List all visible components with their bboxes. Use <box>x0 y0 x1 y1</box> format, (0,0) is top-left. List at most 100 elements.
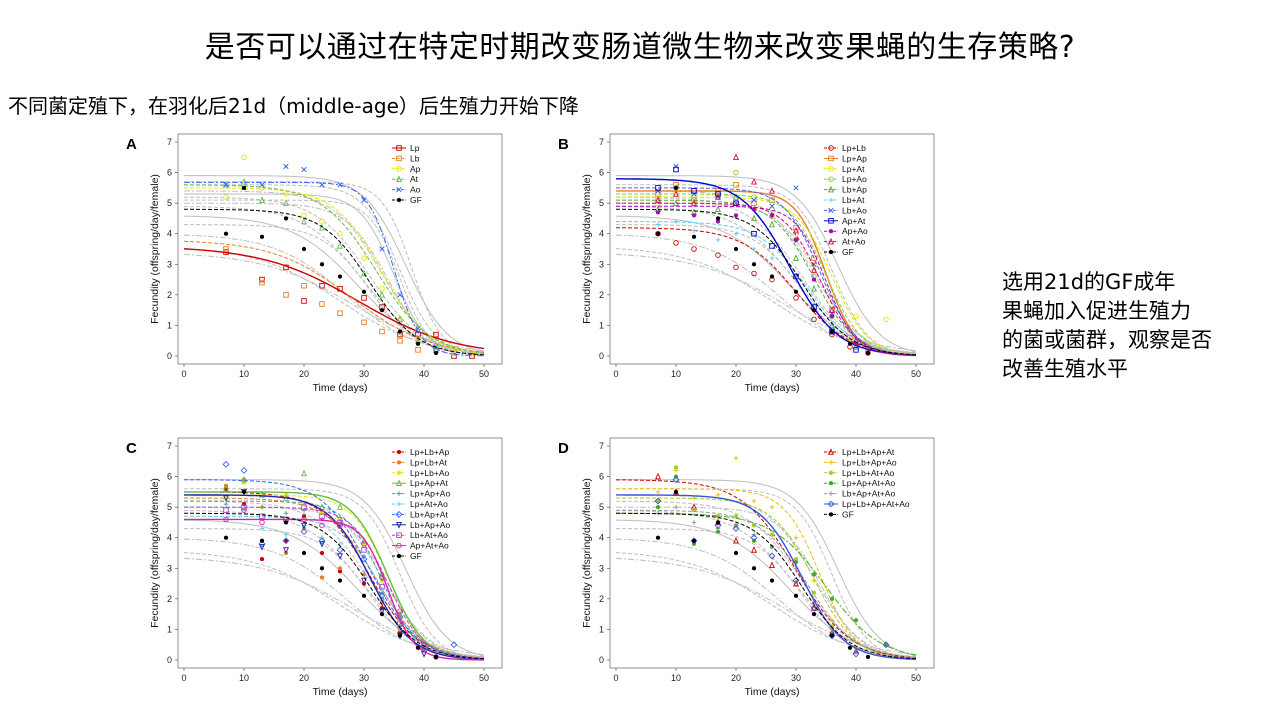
data-point <box>655 504 661 510</box>
legend-marker <box>828 155 834 162</box>
background-curve <box>184 175 485 353</box>
y-tick-label: 0 <box>599 351 604 361</box>
data-point <box>337 274 343 279</box>
data-point <box>300 528 308 536</box>
chart-panel-c: C 0 1 2 3 4 5 6 7 0 10 20 30 40 50 Time (days) Fecundity… <box>120 432 540 726</box>
data-point <box>223 507 229 513</box>
x-tick-label: 30 <box>791 369 801 379</box>
data-point <box>829 633 835 638</box>
background-curve <box>615 254 917 352</box>
y-tick-label: 6 <box>599 472 604 482</box>
data-point <box>337 578 343 583</box>
data-point <box>852 336 860 344</box>
data-point <box>241 489 247 495</box>
legend-label: Lp <box>410 143 420 153</box>
legend-marker <box>396 470 402 475</box>
data-point <box>793 593 799 598</box>
data-point <box>829 329 835 334</box>
legend-label: Lb <box>410 153 420 163</box>
data-point <box>336 553 344 560</box>
legend-marker <box>396 197 402 203</box>
y-tick-label: 6 <box>599 168 604 178</box>
data-point <box>283 520 289 525</box>
data-point <box>361 255 367 261</box>
data-point <box>258 544 266 551</box>
data-point <box>319 522 325 529</box>
data-point <box>691 538 697 543</box>
x-tick-label: 30 <box>791 673 801 683</box>
data-point <box>732 525 740 532</box>
side-note-line: 选用21d的GF成年 <box>1002 270 1176 294</box>
data-point <box>223 501 229 507</box>
data-point <box>259 556 265 562</box>
data-point <box>396 315 404 323</box>
legend-label: Lp+Ap+At <box>410 478 448 488</box>
data-point <box>715 492 721 498</box>
data-point <box>361 593 367 598</box>
legend-marker <box>396 491 402 496</box>
legend-label: Lp+Ao <box>842 174 867 184</box>
x-tick-label: 30 <box>359 369 369 379</box>
background-curve <box>183 558 485 656</box>
data-point <box>750 546 758 553</box>
data-point <box>714 193 722 200</box>
data-point <box>415 645 421 650</box>
data-point <box>853 347 859 353</box>
data-point <box>733 169 739 176</box>
legend-marker <box>395 522 403 529</box>
data-point <box>691 191 697 197</box>
y-tick-label: 7 <box>167 137 172 147</box>
data-point <box>379 611 385 617</box>
legend-marker <box>827 448 835 455</box>
data-point <box>283 163 289 170</box>
data-point <box>655 489 661 495</box>
legend-marker <box>396 155 402 162</box>
data-point <box>301 550 307 556</box>
legend-label: Lp+Lb+At <box>410 457 448 467</box>
data-point <box>378 608 386 615</box>
legend-marker <box>828 460 834 465</box>
data-point <box>714 205 722 213</box>
y-tick-label: 5 <box>167 198 172 208</box>
legend-marker <box>827 237 835 245</box>
data-point <box>655 210 661 215</box>
data-point <box>319 513 325 520</box>
data-point <box>397 337 403 344</box>
x-tick-label: 0 <box>613 369 618 379</box>
side-note-line: 果蝇加入促进生殖力 <box>1002 299 1191 323</box>
legend-label: GF <box>410 551 422 561</box>
background-curve <box>615 558 917 656</box>
data-point <box>811 277 817 282</box>
y-tick-label: 7 <box>599 137 604 147</box>
data-point <box>361 197 367 203</box>
data-point <box>810 266 818 274</box>
data-point <box>379 328 385 335</box>
data-point <box>241 480 247 485</box>
data-point <box>336 242 344 249</box>
data-point <box>282 547 290 554</box>
slide-subtitle: 不同菌定殖下，在羽化后21d（middle-age）后生殖力开始下降 <box>8 94 579 118</box>
side-note-line: 改善生殖水平 <box>1002 357 1128 381</box>
data-point <box>258 540 266 548</box>
y-axis-label: Fecundity (offspring/day/female) <box>581 478 593 628</box>
data-point <box>318 537 326 545</box>
panel-letter: C <box>126 440 137 457</box>
data-point <box>223 535 229 540</box>
data-point <box>828 306 836 313</box>
legend-label: Lb+Ap+At <box>410 509 448 519</box>
series-curve <box>616 512 917 660</box>
panel-letter: A <box>126 136 137 153</box>
data-point <box>415 341 421 346</box>
legend-marker <box>828 197 834 203</box>
legend-label: Lb+Ap+At+Ao <box>842 489 895 499</box>
background-curve <box>184 479 485 657</box>
x-tick-label: 50 <box>479 673 489 683</box>
data-point <box>733 231 739 237</box>
data-point <box>751 246 757 252</box>
data-point <box>655 231 661 236</box>
data-point <box>733 182 739 188</box>
legend-marker <box>827 185 835 193</box>
data-point <box>378 291 386 298</box>
x-tick-label: 50 <box>911 369 921 379</box>
y-tick-label: 3 <box>599 259 604 269</box>
